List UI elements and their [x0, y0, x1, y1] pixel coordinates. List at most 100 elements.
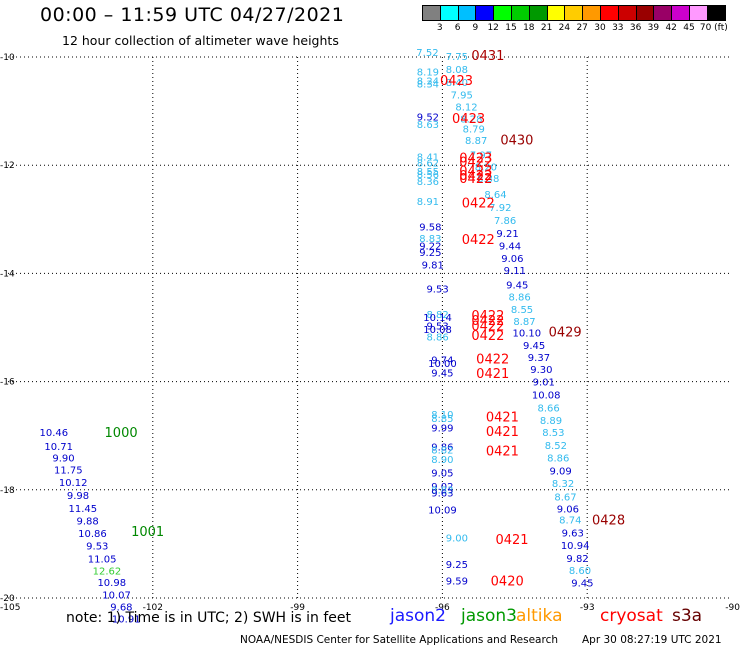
legend-item-jason3: jason3	[461, 606, 517, 626]
wave-height-label: 8.24	[417, 77, 439, 88]
wave-height-label: 9.25	[446, 560, 468, 571]
y-tick-label: -10	[0, 53, 15, 63]
time-label: 0423	[459, 151, 492, 166]
wave-height-label: 8.85	[431, 414, 453, 425]
time-label: 0421	[476, 367, 509, 382]
wave-height-label: 8.87	[513, 317, 535, 328]
wave-height-label: 9.21	[496, 229, 518, 240]
time-label: 0421	[486, 411, 519, 426]
wave-height-label: 10.14	[423, 313, 452, 324]
wave-height-label: 8.60	[569, 566, 591, 577]
wave-height-label: 9.09	[550, 467, 572, 478]
time-label: 0431	[471, 49, 504, 64]
legend-item-s3a: s3a	[672, 606, 703, 626]
time-label: 0422	[459, 169, 492, 184]
legend-item-cryosat: cryosat	[600, 606, 663, 626]
colorbar-label: 33	[612, 23, 624, 33]
wave-height-label: 8.86	[426, 332, 448, 343]
wave-height-label: 9.52	[417, 112, 439, 123]
wave-height-label: 9.11	[504, 266, 526, 277]
colorbar-label: 3	[436, 23, 443, 33]
time-label: 0422	[476, 353, 509, 368]
colorbar-label: 9	[472, 23, 479, 33]
time-label: 0422	[462, 196, 495, 211]
page-title: 00:00 – 11:59 UTC 04/27/2021	[40, 4, 345, 26]
time-label: 0422	[462, 233, 495, 248]
wave-height-label: 9.63	[431, 488, 453, 499]
wave-height-label: 9.06	[501, 254, 523, 265]
wave-height-label: 7.97	[470, 151, 492, 162]
wave-height-label: 8.08	[446, 65, 468, 76]
wave-height-label: 12.62	[93, 567, 122, 578]
wave-height-label: 8.19	[417, 67, 439, 78]
wave-height-label: 10.71	[44, 442, 73, 453]
wave-height-label: 10.86	[78, 529, 107, 540]
colorbar-label: 70 (ft)	[699, 23, 728, 33]
time-label: 1000	[105, 426, 138, 441]
time-label: 0423	[440, 74, 473, 89]
colorbar-label: 24	[558, 23, 571, 33]
time-label: 0422	[459, 172, 492, 187]
wave-height-label: 9.68	[110, 602, 132, 613]
wave-height-label: 9.45	[506, 281, 528, 292]
wave-height-label: 9.88	[77, 516, 99, 527]
wave-height-label: 9.74	[431, 356, 453, 367]
wave-height-label: 8.12	[455, 103, 477, 114]
wave-height-label: 10.08	[532, 390, 561, 401]
wave-height-label: 9.06	[557, 505, 579, 516]
wave-height-label: 8.82	[426, 310, 448, 321]
time-label: 0430	[500, 134, 533, 149]
y-tick-label: -18	[0, 486, 15, 496]
wave-height-label: 8.66	[537, 403, 559, 414]
wave-height-label: 9.81	[422, 261, 444, 272]
colorbar-swatch	[706, 5, 726, 21]
wave-height-label: 8.83	[431, 486, 453, 497]
colorbar-label: 15	[505, 23, 517, 33]
x-tick-label: -90	[725, 603, 740, 613]
wave-height-label: 9.05	[431, 468, 453, 479]
wave-height-label: 8.55	[417, 167, 439, 178]
wave-height-label: 10.10	[513, 329, 542, 340]
wave-height-label: 11.05	[88, 554, 117, 565]
wave-height-label: 11.75	[54, 466, 83, 477]
wave-height-label: 9.59	[446, 576, 468, 587]
wave-height-label: 9.58	[419, 223, 441, 234]
legend-item-jason2: jason2	[390, 606, 446, 626]
time-label: 0422	[471, 314, 504, 329]
wave-height-label: 8.55	[511, 305, 533, 316]
time-label: 0422	[459, 155, 492, 170]
time-label: 0423	[459, 164, 492, 179]
colorbar-label: 6	[454, 23, 461, 33]
wave-height-label: 9.86	[431, 442, 453, 453]
wave-height-label: 9.00	[446, 534, 468, 545]
wave-height-label: 10.07	[102, 591, 131, 602]
wave-height-label: 8.41	[417, 152, 439, 163]
time-label: 1001	[131, 525, 164, 540]
wave-height-label: 8.91	[417, 197, 439, 208]
time-label: 0422	[471, 329, 504, 344]
wave-height-label: 9.90	[52, 454, 74, 465]
wave-height-label: 9.45	[571, 579, 593, 590]
y-tick-label: -16	[0, 378, 15, 388]
wave-height-label: 8.86	[547, 454, 569, 465]
wave-height-label: 8.79	[463, 125, 485, 136]
colorbar-label: 45	[683, 23, 695, 33]
time-label: 0429	[549, 326, 582, 341]
wave-height-label: 8.56	[417, 170, 439, 181]
footer-credit: NOAA/NESDIS Center for Satellite Applica…	[240, 634, 558, 646]
wave-height-label: 9.53	[86, 541, 108, 552]
wave-height-label: 10.08	[423, 325, 452, 336]
wave-height-label: 9.22	[419, 242, 441, 253]
wave-height-label: 10.12	[59, 478, 88, 489]
wave-height-label: 9.53	[426, 322, 448, 333]
x-tick-label: -102	[143, 603, 163, 613]
colorbar-label: 21	[540, 23, 553, 33]
wave-height-label: 8.20	[475, 163, 497, 174]
wave-height-label: 9.45	[523, 341, 545, 352]
wave-height-label: 9.45	[431, 369, 453, 380]
wave-height-label: 8.82	[431, 446, 453, 457]
wave-height-label: 9.82	[566, 554, 588, 565]
colorbar-label: 27	[576, 23, 588, 33]
